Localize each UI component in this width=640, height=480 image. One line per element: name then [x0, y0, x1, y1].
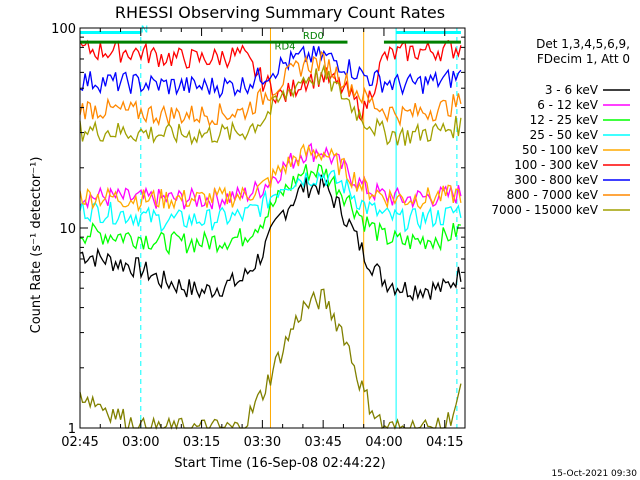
- series-line-7000-15000-kev: [79, 63, 462, 146]
- x-tick-label-1: 03:00: [122, 435, 159, 450]
- series-line-100-300-kev: [79, 39, 462, 123]
- legend-label-4: 50 - 100 keV: [522, 143, 599, 157]
- x-tick-label-3: 03:30: [244, 435, 281, 450]
- plot-area: N RD4 RD0 02:45 03:00 03:15 03:30 03:45 04:00 04:…: [51, 22, 466, 450]
- legend-label-5: 100 - 300 keV: [514, 158, 598, 172]
- series-line-12-25-kev: [79, 163, 462, 256]
- legend-header-0: Det 1,3,4,5,6,9,: [536, 37, 630, 51]
- legend: Det 1,3,4,5,6,9,FDecim 1, Att 0 3 - 6 keV…: [491, 37, 630, 217]
- annotation-rd4: RD4: [275, 42, 296, 53]
- x-axis-label: Start Time (16-Sep-08 02:44:22): [174, 456, 385, 471]
- y-tick-label-0: 1: [68, 422, 76, 437]
- series-line-6-12-kev: [79, 142, 462, 211]
- chart-title: RHESSI Observing Summary Count Rates: [115, 3, 445, 22]
- legend-label-7: 800 - 7000 keV: [507, 188, 599, 202]
- series-line-50-100-kev: [79, 143, 462, 213]
- x-tick-label-4: 03:45: [304, 435, 341, 450]
- legend-header-1: FDecim 1, Att 0: [537, 52, 630, 66]
- series-line-unlabeled-9: [79, 288, 462, 431]
- series-line-300-800-kev: [79, 45, 462, 99]
- legend-label-6: 300 - 800 keV: [514, 173, 598, 187]
- series-line-800-7000-kev: [79, 50, 462, 128]
- annotation-rd0: RD0: [303, 31, 324, 42]
- legend-label-3: 25 - 50 keV: [530, 128, 599, 142]
- legend-label-8: 7000 - 15000 keV: [491, 203, 598, 217]
- x-tick-label-6: 04:15: [426, 435, 463, 450]
- x-tick-label-0: 02:45: [61, 435, 98, 450]
- series-line-3-6-kev: [79, 174, 462, 302]
- y-tick-label-2: 100: [51, 22, 76, 37]
- x-tick-label-5: 04:00: [365, 435, 402, 450]
- legend-label-1: 6 - 12 keV: [537, 98, 599, 112]
- footer-date: 15-Oct-2021 09:30: [552, 469, 638, 479]
- x-tick-label-2: 03:15: [183, 435, 220, 450]
- legend-label-2: 12 - 25 keV: [530, 113, 599, 127]
- annotation-n: N: [141, 24, 148, 35]
- y-axis-label: Count Rate (s⁻¹ detector⁻¹): [29, 157, 44, 334]
- series-line-25-50-kev: [79, 169, 462, 233]
- y-tick-label-1: 10: [59, 222, 76, 237]
- legend-label-0: 3 - 6 keV: [545, 83, 599, 97]
